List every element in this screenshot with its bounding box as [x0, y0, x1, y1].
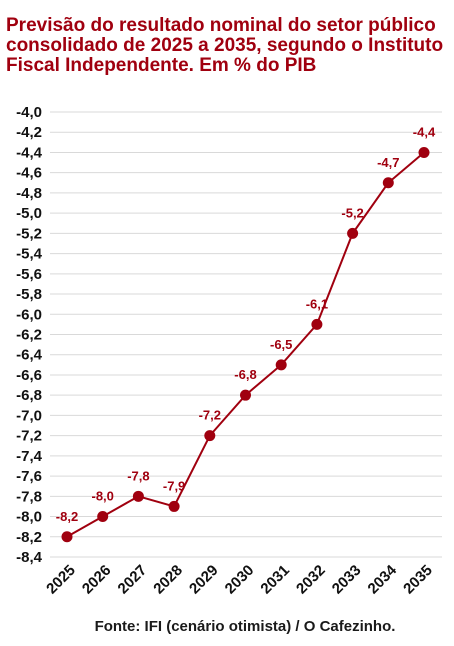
data-points	[61, 146, 430, 543]
x-tick-label: 2032	[293, 562, 329, 598]
x-tick-label: 2028	[150, 562, 186, 598]
x-tick-label: 2026	[79, 562, 115, 598]
y-tick-label: -7,0	[16, 407, 42, 424]
y-tick-label: -6,2	[16, 327, 42, 344]
data-point	[418, 146, 430, 158]
data-label: -7,2	[199, 408, 221, 423]
x-tick-label: 2033	[329, 562, 365, 598]
data-label: -4,4	[413, 124, 436, 139]
data-label: -4,7	[377, 155, 399, 170]
y-tick-label: -4,8	[16, 185, 42, 202]
data-label: -7,9	[163, 478, 185, 493]
source-note: Fonte: IFI (cenário otimista) / O Cafezi…	[94, 618, 396, 635]
y-tick-label: -5,2	[16, 225, 42, 242]
data-point	[168, 500, 180, 512]
data-point	[204, 430, 216, 442]
y-tick-label: -7,6	[16, 468, 42, 485]
y-tick-label: -8,4	[16, 549, 43, 566]
data-point	[347, 227, 359, 239]
y-tick-label: -5,0	[16, 205, 42, 222]
series-polyline	[66, 151, 425, 538]
y-tick-label: -8,0	[16, 509, 42, 526]
data-point	[97, 511, 109, 523]
data-point	[382, 177, 394, 189]
y-tick-label: -4,2	[16, 124, 42, 141]
data-label: -5,2	[341, 205, 363, 220]
y-tick-label: -5,4	[16, 246, 43, 263]
series-line	[66, 151, 425, 538]
x-tick-label: 2025	[43, 562, 79, 598]
data-label: -6,5	[270, 337, 292, 352]
data-point	[240, 389, 251, 401]
gridlines	[50, 111, 442, 558]
x-tick-label: 2029	[186, 562, 222, 598]
data-label: -6,8	[234, 367, 256, 382]
y-tick-label: -7,8	[16, 488, 42, 505]
y-tick-label: -7,4	[16, 448, 43, 465]
y-tick-label: -5,8	[16, 286, 42, 303]
data-label: -7,8	[127, 468, 149, 483]
x-tick-label: 2035	[400, 562, 436, 598]
x-axis-tick-labels: 2025 2026 2027 2028 2029 2030 2031 2032 2033 2034…	[43, 561, 436, 597]
data-point	[311, 318, 323, 330]
data-point	[275, 359, 287, 371]
y-tick-label: -4,6	[16, 165, 42, 182]
y-tick-label: -4,0	[16, 104, 42, 121]
x-tick-label: 2030	[222, 562, 258, 598]
x-tick-label: 2034	[365, 561, 401, 597]
y-tick-label: -6,0	[16, 306, 42, 323]
y-tick-label: -6,4	[16, 347, 43, 364]
y-tick-label: -6,8	[16, 387, 42, 404]
y-tick-label: -6,6	[16, 367, 42, 384]
data-point	[61, 531, 73, 543]
y-tick-label: -5,6	[16, 266, 42, 283]
data-labels: -8,2 -8,0 -7,8 -7,9 -7,2 -6,8 -6,5 -6,1 -5,2 -4,7…	[56, 124, 436, 523]
y-axis-tick-labels: -4,0 -4,2 -4,4 -4,6 -4,8 -5,0 -5,2 -5,4 -5,6 -5,8…	[16, 104, 43, 566]
y-tick-label: -4,4	[16, 144, 43, 161]
data-label: -8,0	[91, 489, 113, 504]
y-tick-label: -8,2	[16, 529, 42, 546]
y-tick-label: -7,2	[16, 428, 42, 445]
x-tick-label: 2031	[257, 562, 293, 598]
chart-title: Previsão do resultado nominal do setor p…	[6, 15, 444, 76]
x-tick-label: 2027	[115, 562, 151, 598]
data-label: -8,2	[56, 509, 78, 524]
data-label: -6,1	[306, 296, 328, 311]
data-point	[132, 490, 144, 502]
